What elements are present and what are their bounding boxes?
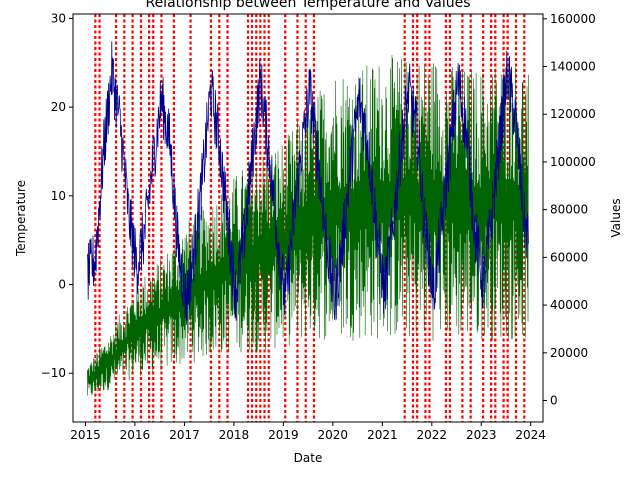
y-axis-label-right: Values	[609, 198, 623, 237]
x-tick-label-2021: 2021	[367, 428, 398, 442]
y-axis-label-left: Temperature	[14, 180, 28, 257]
y-right-tick-label-160000: 160000	[550, 12, 596, 26]
temperature-line	[87, 41, 529, 325]
x-tick-label-2020: 2020	[318, 428, 349, 442]
x-tick-label-2016: 2016	[120, 428, 151, 442]
x-tick-label-2022: 2022	[417, 428, 448, 442]
x-tick-label-2018: 2018	[219, 428, 250, 442]
y-axis-left: −10 0 10 20 30	[41, 11, 73, 380]
x-tick-label-2015: 2015	[70, 428, 101, 442]
y-left-tick-label-10: 10	[51, 189, 66, 203]
x-tick-label-2019: 2019	[268, 428, 299, 442]
y-left-tick-label-30: 30	[51, 11, 66, 25]
y-right-tick-label-40000: 40000	[550, 298, 588, 312]
y-right-tick-label-120000: 120000	[550, 107, 596, 121]
y-right-tick-label-80000: 80000	[550, 203, 588, 217]
x-tick-label-2024: 2024	[515, 428, 546, 442]
chart-title: Relationship between Temperature and Val…	[145, 0, 470, 11]
y-axis-right: 0 20000 40000 60000 80000 100000 120000 140000 1…	[543, 12, 596, 408]
y-right-tick-label-140000: 140000	[550, 59, 596, 73]
y-left-tick-label-20: 20	[51, 100, 66, 114]
y-left-tick-label--10: −10	[41, 366, 66, 380]
y-right-tick-label-20000: 20000	[550, 346, 588, 360]
y-left-tick-label-0: 0	[58, 278, 66, 292]
y-right-tick-label-100000: 100000	[550, 155, 596, 169]
temperature-series	[87, 41, 529, 325]
x-tick-label-2017: 2017	[169, 428, 200, 442]
x-axis: 2015 2016 2017 2018 2019 2020 2021 2022 2023 2024	[70, 422, 546, 442]
y-right-tick-label-60000: 60000	[550, 250, 588, 264]
plot-frame	[72, 13, 544, 423]
x-tick-label-2023: 2023	[466, 428, 497, 442]
x-axis-label: Date	[294, 451, 323, 465]
y-right-tick-label-0: 0	[550, 394, 558, 408]
